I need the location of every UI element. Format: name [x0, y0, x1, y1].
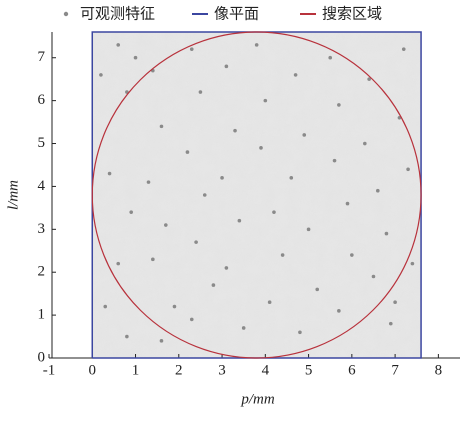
y-axis-label: l/mm — [5, 180, 21, 210]
x-tick-label: 4 — [262, 362, 270, 378]
feature-point — [190, 47, 194, 51]
feature-point — [186, 150, 190, 154]
x-tick-label: 6 — [348, 362, 356, 378]
feature-point — [190, 318, 194, 322]
feature-point — [225, 65, 229, 69]
x-tick-label: 0 — [89, 362, 97, 378]
legend-label: 搜索区域 — [322, 5, 382, 23]
feature-point — [151, 258, 155, 262]
feature-point — [220, 176, 224, 180]
chart: p/mm l/mm -101234567801234567可观测特征像平面搜索区… — [0, 0, 464, 417]
feature-point — [129, 210, 133, 214]
feature-point — [328, 56, 332, 60]
feature-point — [116, 43, 120, 47]
y-tick-label: 2 — [38, 264, 46, 280]
feature-point — [242, 326, 246, 330]
feature-point — [337, 309, 341, 313]
feature-point — [259, 146, 263, 150]
feature-point — [363, 142, 367, 146]
feature-point — [264, 99, 268, 103]
feature-point — [281, 253, 285, 257]
feature-point — [203, 193, 207, 197]
feature-point — [376, 189, 380, 193]
feature-point — [393, 300, 397, 304]
feature-point — [406, 167, 410, 171]
feature-point — [372, 275, 376, 279]
feature-point — [350, 253, 354, 257]
feature-point — [194, 240, 198, 244]
feature-point — [103, 305, 107, 309]
feature-point — [315, 288, 319, 292]
feature-point — [134, 56, 138, 60]
x-tick-label: 8 — [435, 362, 443, 378]
x-axis-label: p/mm — [240, 391, 275, 407]
y-tick-label: 4 — [38, 178, 46, 194]
feature-point — [255, 43, 259, 47]
feature-point — [233, 129, 237, 133]
feature-point — [160, 125, 164, 129]
feature-point — [294, 73, 298, 77]
feature-point — [199, 90, 203, 94]
feature-point — [289, 176, 293, 180]
feature-point — [173, 305, 177, 309]
x-tick-label: 7 — [391, 362, 399, 378]
feature-point — [164, 223, 168, 227]
y-tick-label: 3 — [38, 221, 46, 237]
x-tick-label: 1 — [132, 362, 140, 378]
feature-point — [147, 180, 151, 184]
y-tick-label: 1 — [38, 307, 46, 323]
legend-marker — [64, 12, 68, 16]
feature-point — [125, 335, 129, 339]
feature-point — [302, 133, 306, 137]
y-tick-label: 5 — [38, 135, 46, 151]
feature-point — [116, 262, 120, 266]
feature-point — [160, 339, 164, 343]
y-tick-label: 0 — [38, 349, 46, 365]
feature-point — [268, 300, 272, 304]
feature-point — [346, 202, 350, 206]
feature-point — [333, 159, 337, 163]
feature-point — [402, 47, 406, 51]
feature-point — [99, 73, 103, 77]
legend-label: 像平面 — [214, 5, 259, 23]
y-tick-label: 6 — [38, 92, 46, 108]
x-tick-label: 2 — [175, 362, 183, 378]
feature-point — [212, 283, 216, 287]
x-tick-label: 3 — [218, 362, 226, 378]
feature-point — [389, 322, 393, 326]
feature-point — [108, 172, 112, 176]
feature-point — [337, 103, 341, 107]
background-texture — [92, 32, 421, 358]
feature-point — [272, 210, 276, 214]
feature-point — [307, 228, 311, 232]
feature-point — [411, 262, 415, 266]
feature-point — [225, 266, 229, 270]
y-tick-label: 7 — [38, 49, 46, 65]
x-tick-label: 5 — [305, 362, 313, 378]
legend-label: 可观测特征 — [80, 5, 155, 23]
feature-point — [238, 219, 242, 223]
feature-point — [298, 330, 302, 334]
feature-point — [385, 232, 389, 236]
